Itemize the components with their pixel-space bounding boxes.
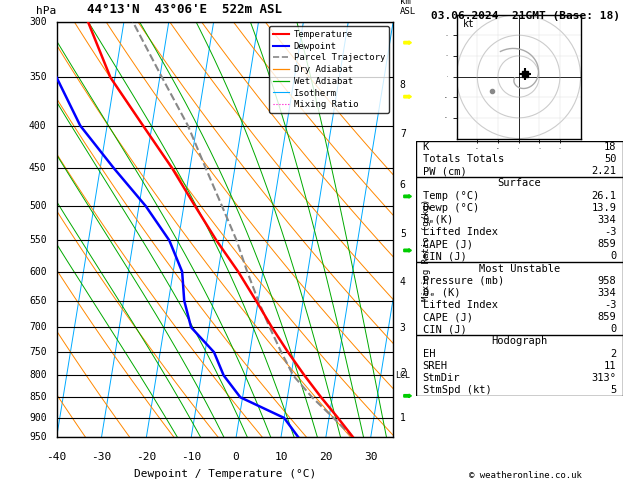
- Text: 13.9: 13.9: [591, 203, 616, 213]
- Text: 2: 2: [610, 348, 616, 359]
- Text: StmDir: StmDir: [423, 373, 460, 383]
- Text: Mixing Ratio (g/kg): Mixing Ratio (g/kg): [422, 199, 431, 301]
- Text: 03.06.2024  21GMT (Base: 18): 03.06.2024 21GMT (Base: 18): [431, 11, 620, 21]
- Text: 850: 850: [29, 392, 47, 402]
- Text: 30: 30: [364, 452, 377, 462]
- Text: CAPE (J): CAPE (J): [423, 312, 472, 322]
- Text: 0: 0: [610, 251, 616, 261]
- Text: 4: 4: [400, 277, 406, 287]
- Text: 650: 650: [29, 295, 47, 306]
- Text: km
ASL: km ASL: [400, 0, 416, 16]
- Text: Lifted Index: Lifted Index: [423, 227, 498, 237]
- Text: -3: -3: [604, 227, 616, 237]
- Text: 958: 958: [598, 276, 616, 286]
- Text: 859: 859: [598, 239, 616, 249]
- Text: Lifted Index: Lifted Index: [423, 300, 498, 310]
- Text: -3: -3: [604, 300, 616, 310]
- Text: 450: 450: [29, 163, 47, 173]
- Text: 550: 550: [29, 235, 47, 245]
- Legend: Temperature, Dewpoint, Parcel Trajectory, Dry Adiabat, Wet Adiabat, Isotherm, Mi: Temperature, Dewpoint, Parcel Trajectory…: [269, 26, 389, 113]
- Text: 950: 950: [29, 433, 47, 442]
- Text: StmSpd (kt): StmSpd (kt): [423, 385, 491, 395]
- Text: Totals Totals: Totals Totals: [423, 154, 504, 164]
- Text: 500: 500: [29, 201, 47, 211]
- Text: Pressure (mb): Pressure (mb): [423, 276, 504, 286]
- Text: 44°13'N  43°06'E  522m ASL: 44°13'N 43°06'E 522m ASL: [87, 2, 282, 16]
- Text: 400: 400: [29, 121, 47, 131]
- Text: 1: 1: [400, 413, 406, 422]
- Text: SREH: SREH: [423, 361, 448, 371]
- Text: 5: 5: [610, 385, 616, 395]
- Text: θₑ(K): θₑ(K): [423, 215, 454, 225]
- Text: θₑ (K): θₑ (K): [423, 288, 460, 298]
- Text: Most Unstable: Most Unstable: [479, 263, 560, 274]
- Text: LCL: LCL: [395, 371, 410, 380]
- Text: hPa: hPa: [36, 6, 57, 16]
- Text: Dewp (°C): Dewp (°C): [423, 203, 479, 213]
- Text: © weatheronline.co.uk: © weatheronline.co.uk: [469, 471, 582, 480]
- Text: 750: 750: [29, 347, 47, 357]
- Text: 8: 8: [400, 80, 406, 89]
- Text: K: K: [423, 142, 429, 152]
- Text: 300: 300: [29, 17, 47, 27]
- Text: -30: -30: [91, 452, 111, 462]
- Text: 0: 0: [610, 324, 616, 334]
- Text: 18: 18: [604, 142, 616, 152]
- Text: 859: 859: [598, 312, 616, 322]
- Text: kt: kt: [463, 19, 475, 29]
- Text: 2: 2: [400, 368, 406, 378]
- Text: Surface: Surface: [498, 178, 542, 189]
- Text: 0: 0: [233, 452, 240, 462]
- Text: Hodograph: Hodograph: [491, 336, 548, 347]
- Text: 11: 11: [604, 361, 616, 371]
- Text: 600: 600: [29, 267, 47, 277]
- Text: Dewpoint / Temperature (°C): Dewpoint / Temperature (°C): [134, 469, 316, 479]
- Text: EH: EH: [423, 348, 435, 359]
- Text: 20: 20: [319, 452, 333, 462]
- Text: 7: 7: [400, 129, 406, 139]
- Text: CIN (J): CIN (J): [423, 324, 466, 334]
- Text: 334: 334: [598, 288, 616, 298]
- Text: -10: -10: [181, 452, 201, 462]
- Text: 800: 800: [29, 370, 47, 381]
- Text: PW (cm): PW (cm): [423, 166, 466, 176]
- Text: 350: 350: [29, 72, 47, 83]
- Text: CAPE (J): CAPE (J): [423, 239, 472, 249]
- Text: 900: 900: [29, 413, 47, 423]
- Text: 10: 10: [274, 452, 287, 462]
- Text: 2.21: 2.21: [591, 166, 616, 176]
- Text: CIN (J): CIN (J): [423, 251, 466, 261]
- Text: 5: 5: [400, 229, 406, 240]
- Text: 3: 3: [400, 323, 406, 333]
- Text: 700: 700: [29, 322, 47, 332]
- Text: 334: 334: [598, 215, 616, 225]
- Text: 313°: 313°: [591, 373, 616, 383]
- Text: 6: 6: [400, 180, 406, 190]
- Text: 50: 50: [604, 154, 616, 164]
- Text: 26.1: 26.1: [591, 191, 616, 201]
- Text: -20: -20: [136, 452, 157, 462]
- Text: Temp (°C): Temp (°C): [423, 191, 479, 201]
- Text: -40: -40: [47, 452, 67, 462]
